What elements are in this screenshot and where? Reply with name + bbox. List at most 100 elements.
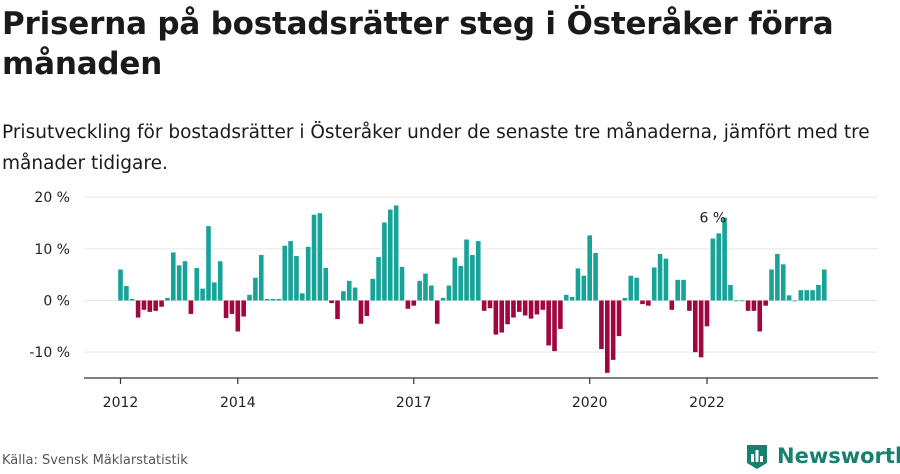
bar	[663, 258, 669, 301]
bar	[135, 300, 141, 318]
bar	[165, 297, 170, 301]
bar	[217, 261, 223, 301]
last-value-label: 6 %	[700, 211, 727, 227]
newsworthy-logo-icon	[747, 445, 767, 469]
bar	[698, 300, 704, 358]
bar	[587, 235, 592, 301]
bar	[493, 300, 499, 335]
bar	[206, 226, 211, 301]
bar	[640, 300, 645, 305]
bar	[358, 300, 364, 324]
x-tick-label: 2017	[396, 395, 432, 411]
bar	[816, 285, 821, 301]
bar	[716, 233, 722, 301]
bar	[235, 300, 241, 332]
bar	[599, 300, 604, 350]
bar	[728, 285, 733, 301]
y-tick-label: -10 %	[29, 345, 70, 361]
bar	[452, 257, 458, 301]
bar	[405, 300, 411, 309]
bar	[704, 300, 710, 327]
bar	[253, 277, 258, 301]
bar	[118, 269, 123, 301]
bar	[282, 245, 288, 301]
bar	[822, 269, 827, 301]
bar	[294, 256, 299, 301]
bar	[734, 300, 739, 302]
bar	[528, 300, 534, 319]
bar	[311, 214, 317, 301]
bar	[464, 239, 469, 301]
bar	[264, 298, 270, 301]
bar	[552, 300, 557, 352]
y-tick-label: 10 %	[34, 242, 70, 258]
bar	[382, 222, 387, 301]
bar	[575, 268, 581, 301]
source-note: Källa: Svensk Mäklarstatistik	[2, 453, 188, 468]
bar	[622, 297, 628, 301]
bar	[446, 285, 452, 301]
bar	[411, 300, 417, 306]
bar	[481, 300, 487, 311]
bar	[710, 238, 716, 301]
bar	[569, 296, 575, 301]
bar	[305, 246, 311, 301]
bar	[276, 298, 282, 301]
bar	[681, 279, 686, 301]
bar	[687, 300, 692, 311]
bar	[434, 300, 440, 324]
bar	[270, 298, 276, 301]
bar	[657, 254, 663, 301]
bar	[387, 209, 393, 301]
bar	[141, 300, 147, 310]
bar	[563, 294, 569, 301]
bar	[739, 300, 745, 302]
bar	[769, 269, 774, 301]
bar	[182, 261, 188, 301]
bar	[581, 275, 587, 301]
bar	[147, 300, 153, 312]
bar	[364, 300, 370, 316]
bar	[604, 300, 610, 373]
bar	[540, 300, 546, 310]
bar	[317, 213, 323, 301]
bar	[323, 267, 329, 301]
bar	[341, 291, 346, 301]
bar	[329, 300, 334, 304]
bar	[763, 300, 768, 306]
bar	[223, 300, 229, 319]
bar	[335, 300, 340, 320]
bar	[792, 300, 798, 302]
bar	[470, 255, 475, 301]
bar	[804, 290, 810, 301]
bar	[124, 286, 129, 301]
bar	[241, 300, 246, 317]
brand-logo-link[interactable]: Newsworthy	[745, 441, 900, 471]
annotations: 6 %	[700, 211, 727, 227]
bar	[229, 300, 235, 314]
bar	[194, 267, 200, 301]
bar	[429, 285, 434, 301]
bar	[775, 254, 780, 301]
bar	[129, 298, 135, 301]
chart-title: Priserna på bostadsrätter steg i Österåk…	[2, 6, 834, 82]
bar	[751, 300, 757, 311]
bar	[798, 290, 804, 301]
bar	[159, 300, 164, 307]
bar	[558, 300, 563, 329]
bar	[616, 300, 622, 337]
bar	[534, 300, 540, 315]
bar	[258, 255, 264, 301]
bar	[399, 266, 405, 301]
bar	[153, 300, 158, 311]
chart-subtitle: Prisutveckling för bostadsrätter i Öster…	[2, 122, 870, 174]
bar	[346, 280, 352, 301]
bar	[376, 257, 381, 301]
bar	[780, 264, 786, 301]
x-axis: 2012 2014 2017 2020 2022	[84, 377, 878, 411]
bar	[170, 252, 176, 301]
bar	[757, 300, 763, 332]
bar	[522, 300, 528, 316]
bar	[505, 300, 510, 325]
